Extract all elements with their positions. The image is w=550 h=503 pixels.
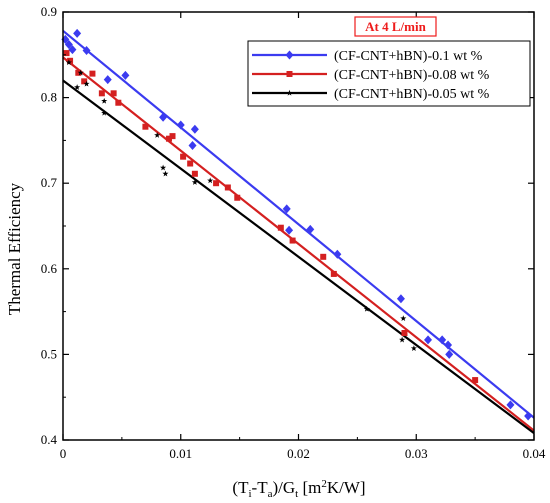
data-point-series-1 bbox=[188, 141, 197, 151]
data-point-series-2 bbox=[330, 270, 337, 277]
y-axis-label: Thermal Efficiency bbox=[5, 182, 24, 315]
legend-marker-1 bbox=[285, 50, 294, 60]
data-point-series-3 bbox=[160, 164, 167, 171]
legend-label-2: (CF-CNT+hBN)-0.08 wt % bbox=[334, 68, 490, 83]
data-point-series-1 bbox=[438, 335, 447, 345]
data-point-series-2 bbox=[63, 50, 70, 57]
data-point-series-3 bbox=[101, 109, 108, 116]
data-point-series-2 bbox=[213, 180, 220, 187]
data-points bbox=[61, 28, 533, 421]
data-point-series-3 bbox=[363, 305, 370, 312]
data-point-series-2 bbox=[401, 330, 408, 336]
data-point-series-1 bbox=[285, 225, 294, 235]
data-point-series-2 bbox=[169, 133, 176, 140]
data-point-series-2 bbox=[289, 237, 296, 244]
legend: (CF-CNT+hBN)-0.1 wt % (CF-CNT+hBN)-0.08 w… bbox=[247, 40, 531, 107]
data-point-series-1 bbox=[64, 40, 73, 50]
x-tick-label: 0 bbox=[60, 446, 67, 461]
data-point-series-3 bbox=[101, 97, 108, 104]
data-point-series-2 bbox=[180, 153, 187, 160]
fit-lines bbox=[62, 29, 535, 435]
data-point-series-3 bbox=[191, 179, 198, 185]
data-point-series-1 bbox=[333, 249, 342, 259]
data-point-series-2 bbox=[320, 253, 327, 260]
data-point-series-2 bbox=[75, 69, 82, 76]
data-point-series-1 bbox=[82, 46, 91, 56]
data-point-series-3 bbox=[162, 170, 169, 177]
legend-label-1: (CF-CNT+hBN)-0.1 wt % bbox=[334, 49, 483, 64]
data-point-series-2 bbox=[187, 160, 194, 167]
fit-line-series-1 bbox=[62, 29, 535, 419]
data-point-series-3 bbox=[154, 132, 161, 138]
y-tick-label: 0.8 bbox=[41, 90, 57, 105]
data-point-series-1 bbox=[424, 335, 433, 345]
fit-line-series-3 bbox=[62, 79, 535, 435]
axis-ticks: 0 0.01 0.02 0.03 0.04 0.4 0.5 0.6 0.7 0.8 0.9 bbox=[41, 4, 546, 461]
data-point-series-2 bbox=[98, 90, 105, 97]
data-point-series-3 bbox=[77, 69, 84, 76]
data-point-series-3 bbox=[65, 59, 72, 66]
legend-label-3: (CF-CNT+hBN)-0.05 wt % bbox=[334, 87, 490, 102]
data-point-series-2 bbox=[67, 57, 74, 64]
data-point-series-1 bbox=[506, 400, 515, 410]
x-axis-label: (Ti-Ta)/Gt [m2K/W] bbox=[232, 478, 365, 500]
data-point-series-1 bbox=[61, 34, 70, 44]
data-point-series-1 bbox=[73, 28, 82, 38]
data-point-series-2 bbox=[81, 78, 88, 85]
legend-marker-2 bbox=[286, 71, 293, 77]
x-tick-label: 0.01 bbox=[169, 446, 192, 461]
data-point-series-1 bbox=[190, 124, 199, 134]
data-point-series-1 bbox=[306, 224, 315, 234]
annotation-box: At 4 L/min bbox=[354, 16, 437, 37]
x-tick-label: 0.03 bbox=[405, 446, 428, 461]
data-point-series-2 bbox=[142, 123, 149, 130]
data-point-series-1 bbox=[103, 75, 112, 85]
data-point-series-1 bbox=[524, 411, 533, 421]
data-point-series-1 bbox=[121, 70, 130, 80]
data-point-series-1 bbox=[176, 120, 185, 130]
annotation-text: At 4 L/min bbox=[365, 19, 426, 34]
data-point-series-1 bbox=[159, 112, 168, 122]
legend-marker-3 bbox=[286, 89, 293, 96]
data-point-series-1 bbox=[445, 349, 454, 359]
y-tick-label: 0.4 bbox=[41, 432, 58, 447]
data-point-series-2 bbox=[224, 184, 231, 191]
data-point-series-1 bbox=[396, 294, 405, 304]
data-point-series-2 bbox=[191, 170, 198, 177]
data-point-series-1 bbox=[444, 340, 453, 350]
data-point-series-2 bbox=[110, 90, 117, 97]
data-point-series-3 bbox=[74, 84, 81, 90]
y-tick-label: 0.5 bbox=[41, 346, 57, 361]
data-point-series-3 bbox=[207, 177, 214, 184]
data-point-series-2 bbox=[115, 99, 122, 106]
data-point-series-2 bbox=[234, 194, 241, 201]
data-point-series-2 bbox=[277, 224, 284, 231]
y-tick-label: 0.7 bbox=[41, 175, 58, 190]
data-point-series-2 bbox=[165, 135, 172, 142]
data-point-series-2 bbox=[89, 70, 96, 77]
x-tick-label: 0.04 bbox=[523, 446, 546, 461]
data-point-series-1 bbox=[68, 45, 77, 55]
data-point-series-3 bbox=[410, 345, 417, 351]
data-point-series-2 bbox=[472, 377, 479, 384]
data-point-series-3 bbox=[400, 315, 407, 322]
data-point-series-3 bbox=[83, 80, 90, 87]
x-tick-label: 0.02 bbox=[287, 446, 310, 461]
y-tick-label: 0.6 bbox=[41, 261, 58, 276]
data-point-series-1 bbox=[282, 204, 291, 214]
y-tick-label: 0.9 bbox=[41, 4, 57, 19]
fit-line-series-2 bbox=[62, 56, 535, 432]
data-point-series-3 bbox=[399, 336, 406, 343]
